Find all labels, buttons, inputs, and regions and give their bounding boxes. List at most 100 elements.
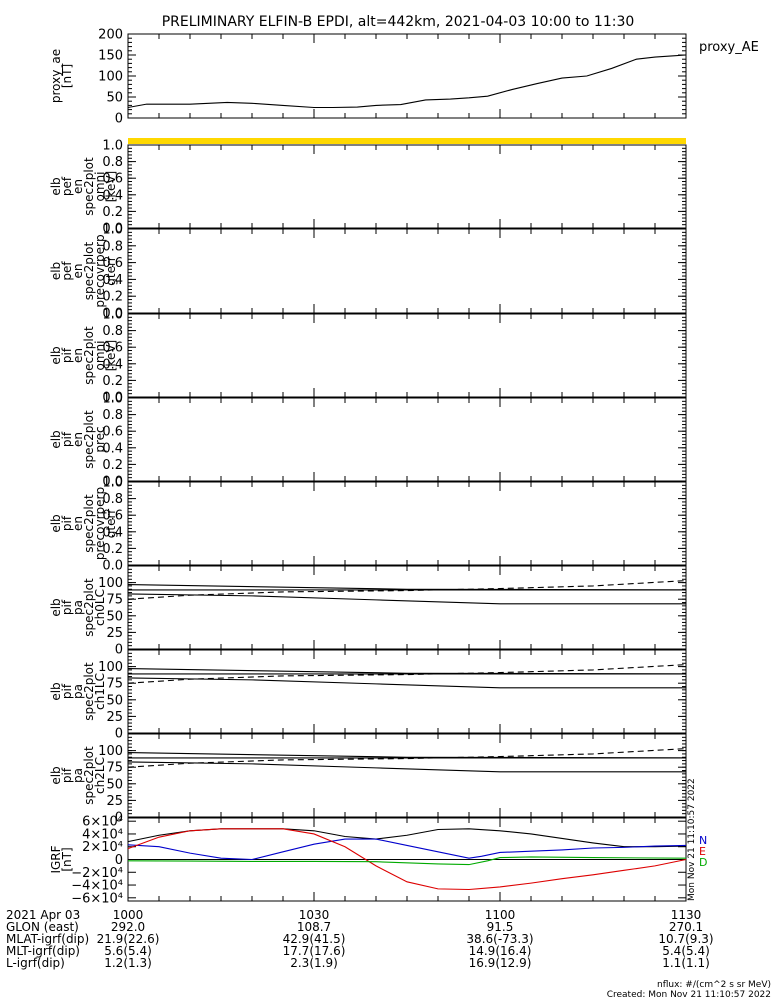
y-tick-label: 0.6 <box>102 509 123 524</box>
y-tick-label: 0.6 <box>102 341 123 356</box>
series-line-0 <box>127 54 687 109</box>
y-tick-label: 0.2 <box>102 458 123 473</box>
y-tick-label: −6×10⁴ <box>71 891 123 906</box>
y-tick-label: 0.2 <box>102 374 123 389</box>
y-axis-label-line: elb <box>49 766 63 784</box>
y-axis-label: IGRF[nT] <box>49 845 74 873</box>
y-axis-label-line: omni <box>93 341 107 371</box>
y-axis-label-line: IGRF <box>49 845 63 873</box>
y-tick-label: 0 <box>115 811 123 826</box>
y-axis-label-line: spec2plot <box>82 494 96 553</box>
y-axis-label: elbpifenspec2plotprec <box>49 410 107 469</box>
y-tick-label: 0 <box>115 643 123 658</box>
footer-row-value: 1.1(1.1) <box>662 956 710 970</box>
series-line-1 <box>127 838 687 861</box>
footer-row-value: 14.9(16.4) <box>469 944 532 958</box>
y-axis-label-line: en <box>71 179 85 194</box>
y-axis-label-line: ch2LC <box>93 757 107 794</box>
y-axis-label-line: spec2plot <box>82 157 96 216</box>
y-tick-label: 100 <box>98 744 123 759</box>
y-axis-label-line: gterr <box>104 509 118 538</box>
footer-row-value: 1030 <box>299 908 330 922</box>
y-axis-label: elbpifpaspec2plotch0LC <box>49 578 107 637</box>
y-axis-label-line: ch0LC <box>93 589 107 626</box>
footer-row-label: MLAT-igrf(dip) <box>6 932 89 946</box>
panel-frame <box>127 397 687 482</box>
y-axis-label: elbpifenspec2plotomni[keV] <box>49 326 118 385</box>
y-tick-label: 50 <box>106 609 123 624</box>
y-axis-label-line: pif <box>60 767 74 783</box>
y-tick-label: 6×10⁴ <box>82 815 123 830</box>
y-axis-label-line: elb <box>49 346 63 364</box>
y-tick-label: 4×10⁴ <box>82 827 123 842</box>
y-tick-label: 1.0 <box>102 308 123 323</box>
y-tick-label: 0.8 <box>102 324 123 339</box>
y-axis-label-line: precovrperp <box>93 487 107 560</box>
y-tick-label: 0.2 <box>102 290 123 305</box>
footer-row-label: L-igrf(dip) <box>6 956 65 970</box>
series-line-3 <box>127 580 687 600</box>
y-axis-label-line: [nT] <box>60 847 74 871</box>
nflux-unit: nflux: #/(cm^2 s sr MeV) <box>657 980 771 990</box>
y-axis-label-line: en <box>71 348 85 363</box>
footer-row-value: 108.7 <box>297 920 331 934</box>
y-axis-label-line: proxy_ae <box>49 49 63 103</box>
y-tick-label: −2×10⁴ <box>71 866 123 881</box>
y-axis-label-line: elb <box>49 514 63 532</box>
y-axis-label-line: elb <box>49 598 63 616</box>
y-axis-label-line: omni <box>93 172 107 202</box>
panel-5: 0.00.20.40.60.81.0elbpifenspec2plotpreco… <box>49 476 687 574</box>
panel-frame <box>127 33 687 119</box>
footer-row-value: 42.9(41.5) <box>283 932 346 946</box>
y-tick-label: 100 <box>98 70 123 85</box>
y-axis-label-line: spec2plot <box>82 746 96 805</box>
y-tick-label: 0.4 <box>102 273 123 288</box>
y-axis-label-line: [nT] <box>60 64 74 88</box>
y-tick-label: 0 <box>115 853 123 868</box>
y-axis-label-line: en <box>71 516 85 531</box>
series-line-2 <box>127 593 686 605</box>
footer-layer: 2021 Apr 03 1000 1030 1100 1130 GLON (east) 29… <box>6 908 771 1000</box>
y-tick-label: 1.0 <box>102 223 123 238</box>
status-bar <box>128 138 686 144</box>
y-tick-label: 0.0 <box>102 559 123 574</box>
y-axis-label-line: pa <box>71 768 85 783</box>
y-axis-label-line: [keV] <box>104 171 118 202</box>
y-axis-label-line: pif <box>60 599 74 615</box>
y-tick-label: 0.4 <box>102 441 123 456</box>
y-axis-label-line: [keV] <box>104 340 118 371</box>
y-tick-label: 1.0 <box>102 476 123 491</box>
y-axis-label-line: gterr <box>104 256 118 285</box>
y-axis-label-line: spec2plot <box>82 662 96 721</box>
footer-row-value: 1130 <box>671 908 702 922</box>
y-tick-label: 0.4 <box>102 525 123 540</box>
series-line-2 <box>127 828 687 891</box>
y-tick-label: 100 <box>98 576 123 591</box>
footer-row-value: 5.6(5.4) <box>104 944 152 958</box>
y-tick-label: 0 <box>115 727 123 742</box>
series-line-3 <box>127 664 687 684</box>
y-axis-label-line: pef <box>60 261 74 281</box>
y-tick-label: 75 <box>106 593 123 608</box>
y-tick-label: 0.4 <box>102 357 123 372</box>
legend-entry: N <box>699 834 707 847</box>
legend-entry: E <box>699 845 706 858</box>
y-axis-label-line: elb <box>49 177 63 195</box>
y-axis-label-line: pif <box>60 431 74 447</box>
footer-row-label: 2021 Apr 03 <box>6 908 80 922</box>
y-tick-label: 75 <box>106 761 123 776</box>
y-tick-label: 0.8 <box>102 492 123 507</box>
footer-row-value: 91.5 <box>487 920 514 934</box>
series-line-3 <box>127 748 687 768</box>
footer-row-value: 1100 <box>485 908 516 922</box>
y-axis-label: proxy_ae[nT] <box>49 49 74 103</box>
y-axis-label: elbpifpaspec2plotch1LC <box>49 662 107 721</box>
y-tick-label: 50 <box>106 693 123 708</box>
figure-title: PRELIMINARY ELFIN-B EPDI, alt=442km, 202… <box>162 14 635 30</box>
y-axis-label-line: elb <box>49 682 63 700</box>
footer-row-value: 17.7(17.6) <box>283 944 346 958</box>
created-stamp: Created: Mon Nov 21 11:10:57 2022 <box>607 990 771 1000</box>
series-line-2 <box>127 761 686 773</box>
y-tick-label: −4×10⁴ <box>71 879 123 894</box>
y-axis-label-line: pa <box>71 600 85 615</box>
